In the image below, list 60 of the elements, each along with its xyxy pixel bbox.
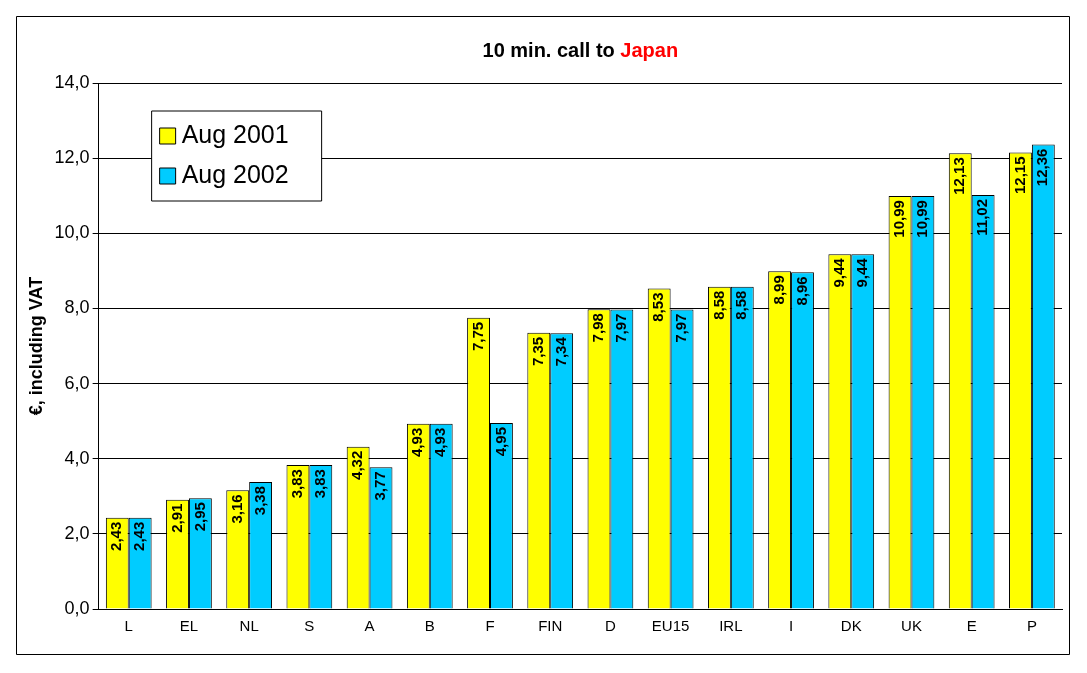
- data-label: 2,43: [130, 521, 148, 551]
- chart-title: 10 min. call to Japan: [482, 38, 679, 61]
- data-label: 2,95: [190, 502, 208, 532]
- data-label: 4,93: [408, 427, 426, 457]
- y-tick-label: 6,0: [64, 372, 90, 393]
- y-tick-label: 10,0: [54, 222, 90, 243]
- x-tick-label: D: [605, 617, 616, 635]
- data-label: 3,38: [250, 486, 268, 516]
- data-label: 7,98: [589, 313, 607, 343]
- y-tick-label: 4,0: [64, 447, 90, 468]
- data-label: 3,77: [371, 471, 389, 501]
- x-tick-label: S: [304, 617, 315, 635]
- x-tick-label: E: [966, 617, 977, 635]
- data-label: 8,53: [649, 292, 667, 322]
- data-label: 7,35: [528, 336, 546, 367]
- legend-label: Aug 2001: [181, 119, 289, 148]
- x-tick-label: EU15: [651, 617, 690, 635]
- data-label: 8,99: [769, 275, 787, 305]
- y-tick-label: 0,0: [64, 597, 90, 618]
- x-tick-label: A: [364, 617, 375, 635]
- data-label: 10,99: [913, 200, 931, 238]
- y-tick-label: 2,0: [64, 522, 90, 543]
- data-label: 4,95: [491, 427, 509, 457]
- data-label: 8,96: [792, 276, 810, 306]
- y-tick-label: 12,0: [54, 147, 90, 168]
- data-label: 3,83: [310, 469, 328, 499]
- x-tick-label: FIN: [538, 617, 563, 635]
- legend-label: Aug 2002: [181, 159, 289, 188]
- data-label: 7,97: [612, 313, 629, 343]
- y-tick-label: 14,0: [54, 71, 90, 92]
- data-label: 9,44: [829, 257, 847, 288]
- x-tick-label: EL: [179, 617, 199, 635]
- data-label: 12,36: [1033, 148, 1051, 187]
- y-axis-title: €, including VAT: [25, 276, 46, 416]
- x-tick-label: F: [485, 617, 495, 635]
- x-tick-label: IRL: [719, 617, 743, 635]
- data-label: 4,32: [348, 450, 366, 480]
- data-label: 4,93: [431, 427, 449, 457]
- x-tick-label: UK: [901, 617, 922, 635]
- data-label: 9,44: [852, 257, 870, 288]
- data-label: 7,34: [551, 336, 569, 367]
- x-tick-label: P: [1026, 617, 1037, 635]
- x-tick-label: L: [124, 617, 133, 635]
- data-label: 7,75: [468, 321, 486, 352]
- data-label: 8,58: [732, 290, 750, 320]
- x-tick-label: B: [424, 617, 435, 635]
- data-label: 12,13: [950, 157, 968, 195]
- y-tick-label: 8,0: [64, 297, 90, 318]
- data-label: 2,91: [167, 503, 185, 533]
- data-label: 3,83: [288, 469, 306, 499]
- x-tick-label: DK: [840, 617, 862, 635]
- data-label: 2,43: [107, 521, 125, 551]
- data-label: 3,16: [227, 494, 245, 524]
- data-label: 8,58: [709, 290, 727, 320]
- x-tick-label: NL: [239, 617, 259, 635]
- data-label: 12,15: [1010, 156, 1028, 195]
- data-label: 7,97: [672, 313, 690, 343]
- data-label: 10,99: [890, 200, 908, 238]
- x-tick-label: I: [788, 617, 794, 635]
- data-label: 11,02: [973, 198, 991, 236]
